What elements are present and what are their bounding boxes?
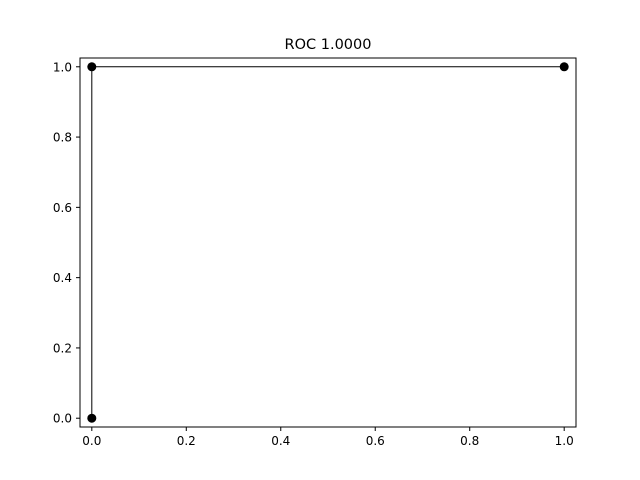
chart-title: ROC 1.0000 — [285, 37, 372, 53]
x-tick-label: 1.0 — [555, 434, 574, 448]
x-tick-label: 0.6 — [366, 434, 385, 448]
x-tick-label: 0.8 — [460, 434, 479, 448]
y-tick-label: 0.0 — [53, 412, 72, 426]
roc-data-point — [87, 413, 97, 423]
y-tick-label: 0.4 — [53, 271, 72, 285]
x-tick-label: 0.4 — [271, 434, 290, 448]
x-tick-label: 0.2 — [177, 434, 196, 448]
y-tick-label: 0.6 — [53, 201, 72, 215]
y-tick-label: 0.8 — [53, 131, 72, 145]
y-tick-label: 1.0 — [53, 60, 72, 74]
x-tick-label: 0.0 — [82, 434, 101, 448]
plot-area: 0.0 0.2 0.4 0.6 0.8 1.0 0.0 0.2 0.4 0.6 0.8 1.0 — [53, 57, 577, 448]
y-tick-label: 0.2 — [53, 341, 72, 355]
axes-frame — [79, 57, 577, 428]
roc-data-point — [87, 62, 97, 72]
roc-data-point — [559, 62, 569, 72]
